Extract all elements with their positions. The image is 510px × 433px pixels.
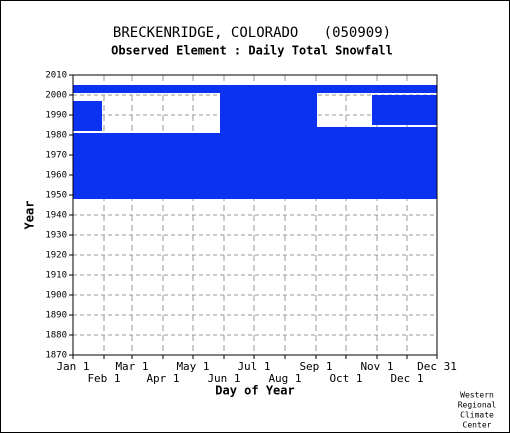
y-tick-label: 1970 [45,151,67,161]
y-tick-label: 1920 [45,251,67,261]
x-tick-label: Jan 1 [56,360,89,373]
coverage-block [73,85,437,93]
y-tick-label: 1890 [45,311,67,321]
x-tick-label: Aug 1 [268,372,301,385]
y-tick-label: 1910 [45,271,67,281]
y-tick-label: 1940 [45,211,67,221]
coverage-block [372,95,437,125]
y-axis-label: Year [23,201,37,230]
x-tick-label: May 1 [176,360,209,373]
y-tick-label: 1930 [45,231,67,241]
coverage-block [73,101,102,131]
coverage-block [73,133,220,141]
y-tick-label: 1960 [45,171,67,181]
y-tick-label: 1990 [45,111,67,121]
x-tick-label: Jul 1 [237,360,270,373]
credit: Western [460,391,494,400]
x-tick-label: Apr 1 [146,372,179,385]
chart-subtitle: Observed Element : Daily Total Snowfall [111,44,393,58]
x-tick-label: Feb 1 [87,372,120,385]
credit: Center [463,421,492,430]
y-tick-label: 1950 [45,191,67,201]
x-tick-label: Nov 1 [360,360,393,373]
y-tick-label: 1870 [45,351,67,361]
x-tick-label: Jun 1 [207,372,240,385]
y-tick-label: 1900 [45,291,67,301]
x-axis-label: Day of Year [215,384,294,398]
y-tick-label: 2010 [45,71,67,81]
y-tick-label: 2000 [45,91,67,101]
x-tick-label: Mar 1 [115,360,148,373]
x-tick-label: Oct 1 [329,372,362,385]
coverage-block [317,127,437,141]
chart-title: BRECKENRIDGE, COLORADO (050909) [113,25,391,41]
coverage-block [220,93,317,141]
plot-border [72,74,438,356]
credit: Climate [460,411,494,420]
coverage-block [73,141,437,199]
x-tick-label: Dec 31 [417,360,457,373]
x-tick-label: Sep 1 [299,360,332,373]
y-tick-label: 1880 [45,331,67,341]
y-tick-label: 1980 [45,131,67,141]
x-tick-label: Dec 1 [390,372,423,385]
credit: Regional [458,401,497,410]
